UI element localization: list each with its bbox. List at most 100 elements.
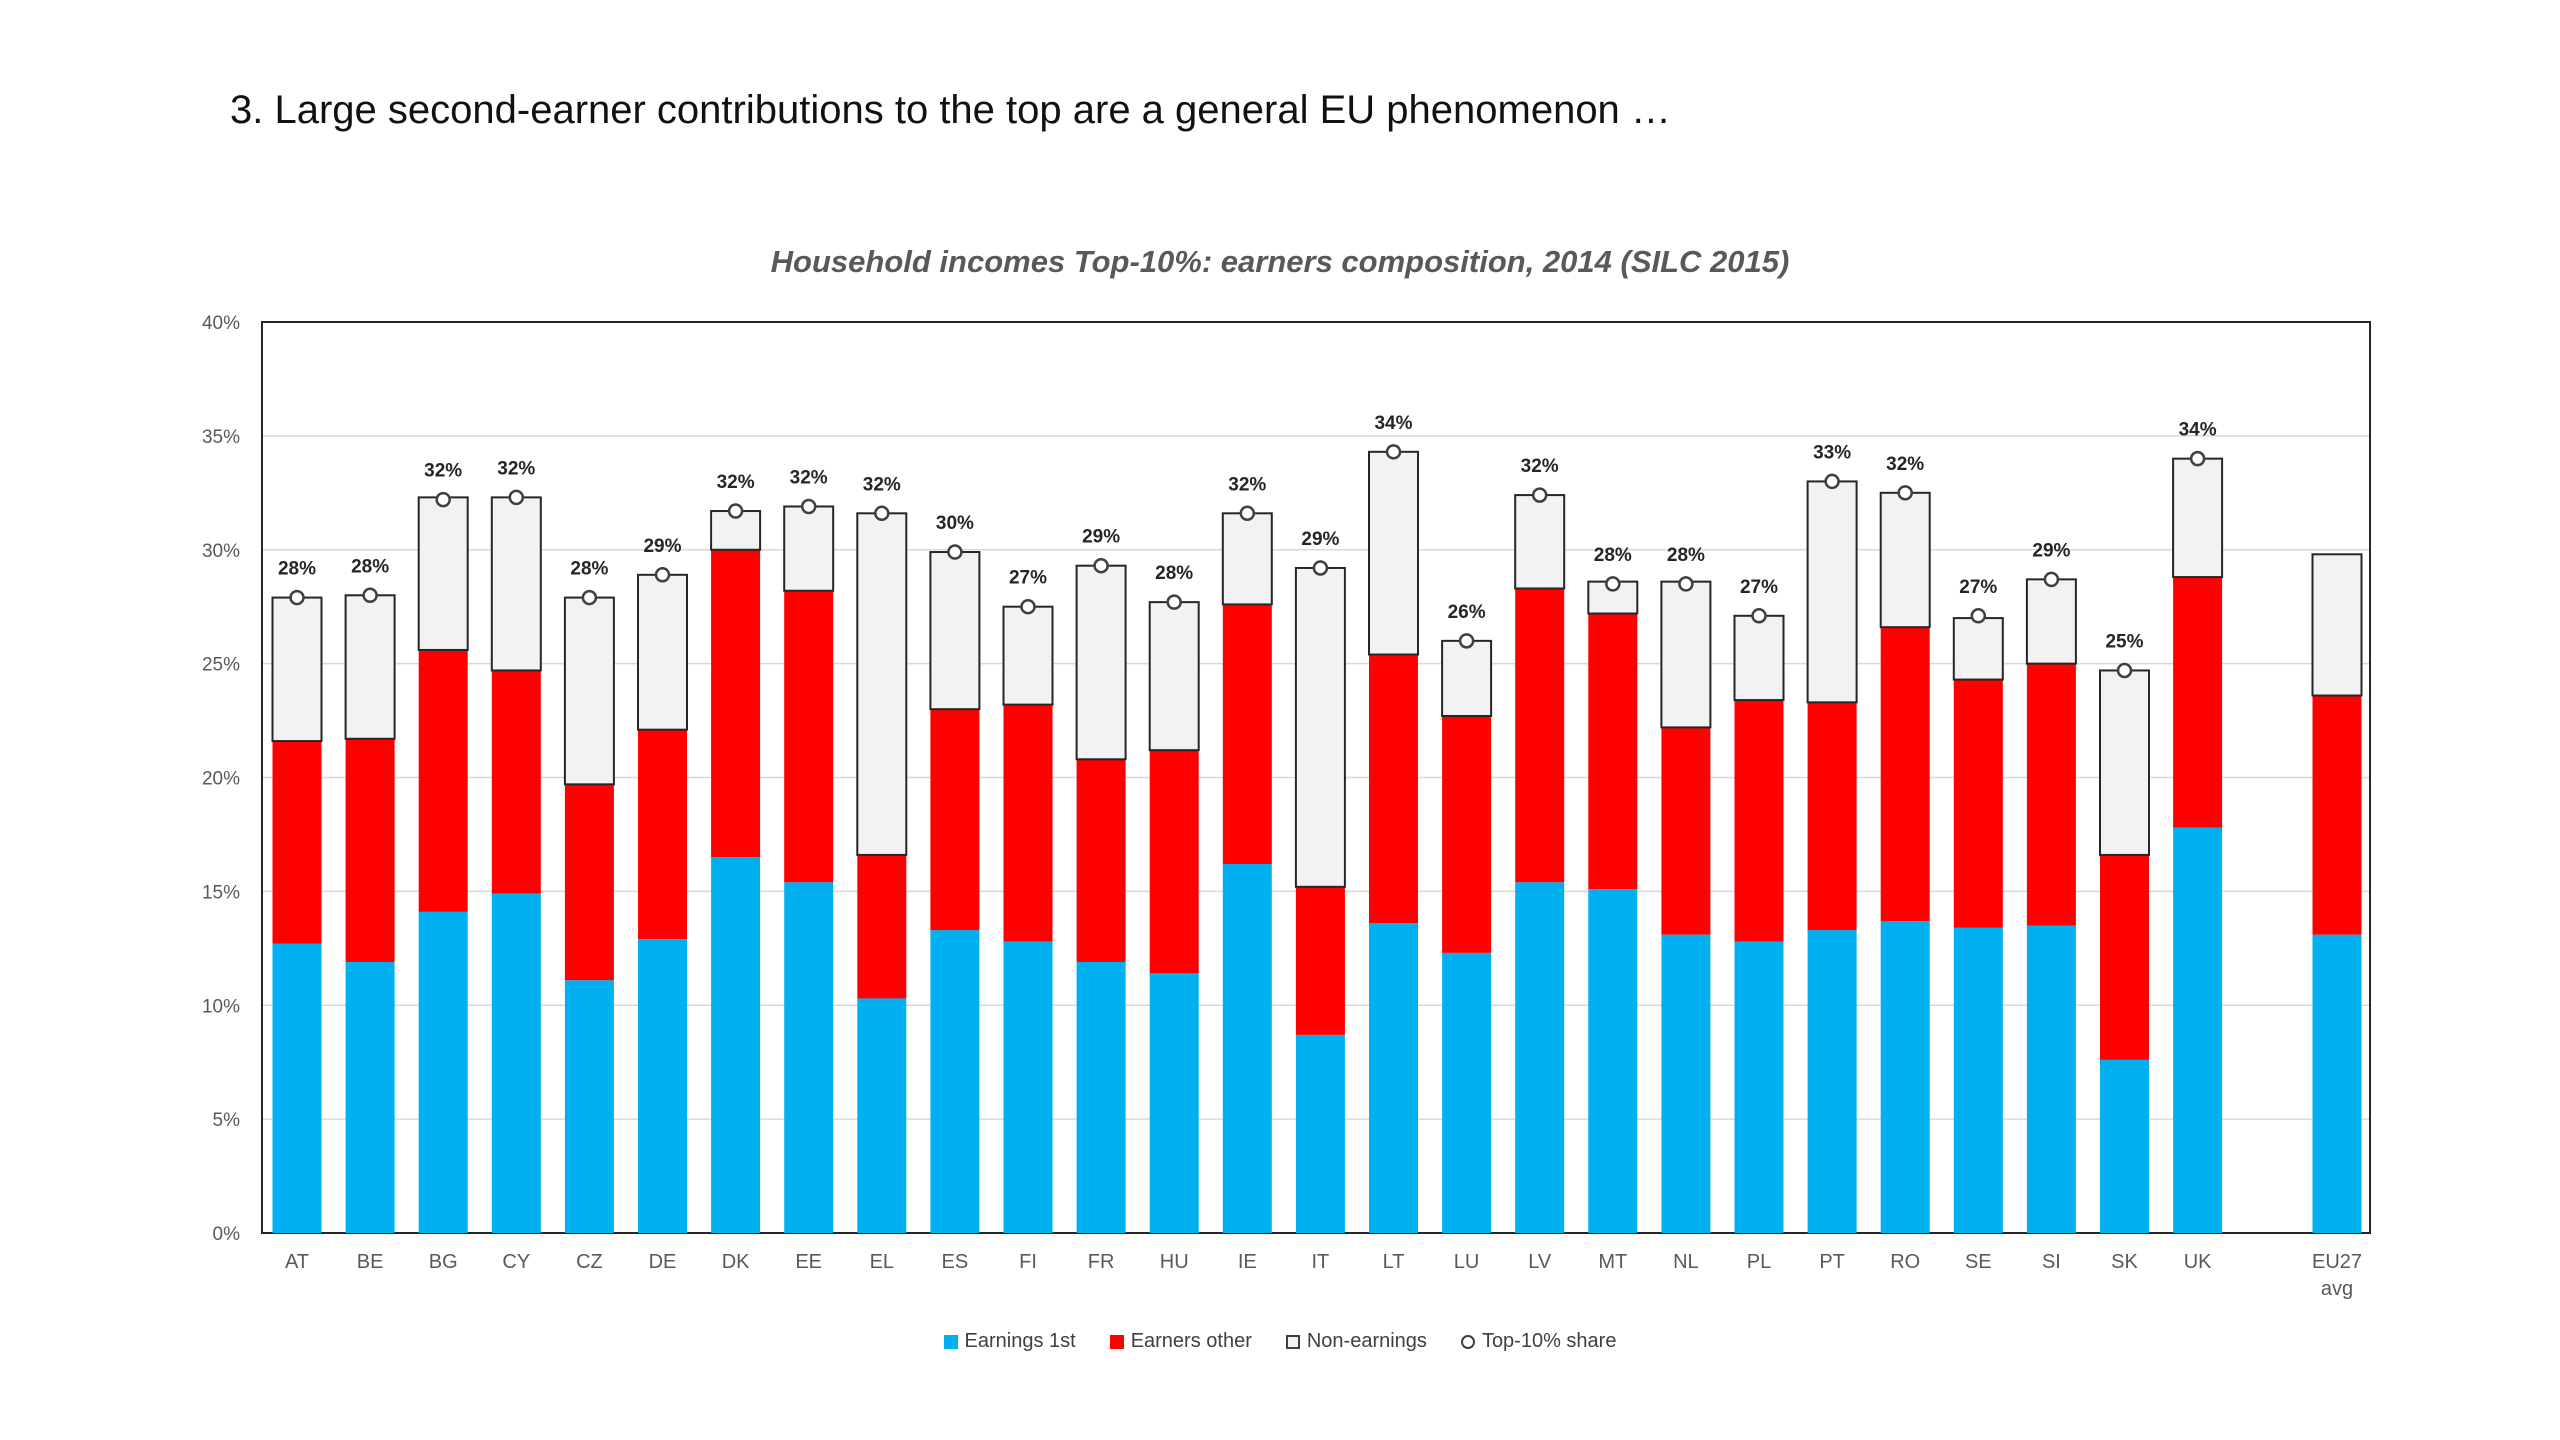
bar-non-earnings xyxy=(1733,614,1785,702)
top10-share-label: 28% xyxy=(570,559,608,580)
y-tick-label: 35% xyxy=(202,427,240,448)
x-tick-label: avg xyxy=(2321,1278,2353,1300)
y-tick-label: 20% xyxy=(202,769,240,790)
x-tick-label: LV xyxy=(1528,1251,1552,1273)
top10-share-marker xyxy=(1605,576,1621,592)
bar-earnings-1st xyxy=(1442,952,1492,1233)
bar-earnings-1st xyxy=(1880,920,1930,1233)
bar-earners-other xyxy=(1661,727,1711,935)
bar-non-earnings xyxy=(1660,580,1712,729)
top10-share-marker xyxy=(435,491,451,508)
top10-share-label: 32% xyxy=(424,461,462,482)
top10-share-label: 29% xyxy=(1301,529,1339,550)
top10-share-label: 28% xyxy=(1594,545,1632,566)
x-tick-label: EL xyxy=(870,1251,894,1273)
top10-share-label: 29% xyxy=(643,536,681,557)
top10-share-label: 27% xyxy=(1740,577,1778,598)
bar-earnings-1st xyxy=(1222,864,1272,1233)
bar-earnings-1st xyxy=(1369,923,1418,1233)
top10-share-marker xyxy=(362,587,378,604)
bar-earners-other xyxy=(784,590,834,883)
bar-earners-other xyxy=(1442,716,1492,953)
top10-share-label: 27% xyxy=(1959,577,1997,598)
top10-share-label: 32% xyxy=(1228,474,1266,495)
top10-share-marker xyxy=(1093,557,1109,574)
top10-share-label: 27% xyxy=(1009,568,1047,589)
x-tick-label: CZ xyxy=(576,1251,603,1273)
x-tick-label: SE xyxy=(1965,1251,1992,1273)
legend-label-earners-other: Earners other xyxy=(1130,1330,1252,1352)
x-tick-label: IE xyxy=(1238,1251,1257,1273)
bar-earners-other xyxy=(1588,613,1638,890)
top10-share-label: 32% xyxy=(1886,454,1924,475)
bar-earnings-1st xyxy=(1661,934,1711,1233)
bar-earnings-1st xyxy=(418,911,468,1233)
bar-earnings-1st xyxy=(1588,889,1638,1233)
legend-swatch-non-earnings xyxy=(1285,1334,1300,1349)
top10-share-marker xyxy=(2043,571,2060,588)
bar-earners-other xyxy=(418,649,468,912)
x-tick-label: FI xyxy=(1019,1251,1037,1273)
top10-share-label: 28% xyxy=(278,559,316,580)
bar-non-earnings xyxy=(1441,639,1493,718)
bar-earners-other xyxy=(2100,854,2149,1060)
top10-share-label: 34% xyxy=(2179,420,2217,441)
x-tick-label: LT xyxy=(1383,1251,1405,1273)
legend-item-earners-other: Earners other xyxy=(1109,1330,1252,1353)
bar-earners-other xyxy=(1003,704,1053,942)
top10-share-marker xyxy=(2189,450,2206,467)
top10-share-label: 29% xyxy=(1082,527,1120,548)
bar-non-earnings xyxy=(271,596,323,743)
bar-non-earnings xyxy=(1587,580,1639,615)
legend-marker-top10-share xyxy=(1460,1334,1475,1349)
top10-share-label: 30% xyxy=(936,513,974,534)
bar-non-earnings xyxy=(2172,457,2224,579)
x-tick-label: NL xyxy=(1673,1251,1699,1273)
top10-share-label: 32% xyxy=(790,467,828,488)
top10-share-marker xyxy=(1020,598,1036,615)
top10-share-marker xyxy=(1312,560,1329,576)
bar-earners-other xyxy=(1734,700,1784,942)
top10-share-label: 25% xyxy=(2105,631,2143,652)
bar-earners-other xyxy=(1149,750,1199,974)
bar-non-earnings xyxy=(2311,553,2363,697)
bar-non-earnings xyxy=(929,551,981,711)
bar-earnings-1st xyxy=(2173,827,2223,1233)
bar-non-earnings xyxy=(1952,617,2004,681)
legend-swatch-earners-other xyxy=(1109,1334,1124,1349)
bar-earners-other xyxy=(1880,627,1930,921)
bar-non-earnings xyxy=(563,596,615,786)
bar-earners-other xyxy=(711,549,761,858)
bar-earnings-1st xyxy=(1003,941,1053,1233)
y-tick-label: 5% xyxy=(213,1110,241,1131)
bar-non-earnings xyxy=(1368,450,1419,656)
bar-non-earnings xyxy=(1002,605,1054,706)
bar-earnings-1st xyxy=(638,939,687,1233)
bar-earners-other xyxy=(1369,654,1418,924)
x-tick-label: AT xyxy=(285,1251,309,1273)
bar-earners-other xyxy=(272,741,322,944)
y-tick-label: 15% xyxy=(202,882,240,903)
bar-earnings-1st xyxy=(272,943,322,1233)
bar-earnings-1st xyxy=(1953,927,2003,1233)
top10-share-marker xyxy=(1239,505,1256,522)
x-tick-label: SI xyxy=(2042,1251,2061,1273)
top10-share-marker xyxy=(1970,608,1987,624)
bar-non-earnings xyxy=(637,573,688,731)
top10-share-marker xyxy=(1897,485,1913,501)
bar-earnings-1st xyxy=(1515,882,1565,1233)
x-tick-label: CY xyxy=(502,1251,530,1273)
bar-earnings-1st xyxy=(2026,925,2076,1233)
bar-non-earnings xyxy=(417,496,469,651)
x-tick-label: PL xyxy=(1747,1251,1771,1273)
y-tick-label: 0% xyxy=(213,1224,241,1245)
x-tick-label: DK xyxy=(722,1251,750,1273)
top10-share-label: 33% xyxy=(1813,442,1851,463)
bar-non-earnings xyxy=(1075,564,1127,761)
bar-earners-other xyxy=(1076,759,1126,962)
bar-earners-other xyxy=(2026,663,2076,926)
x-tick-label: LU xyxy=(1454,1251,1480,1273)
x-tick-label: SK xyxy=(2111,1251,2138,1273)
x-tick-label: EU27 xyxy=(2312,1251,2362,1273)
